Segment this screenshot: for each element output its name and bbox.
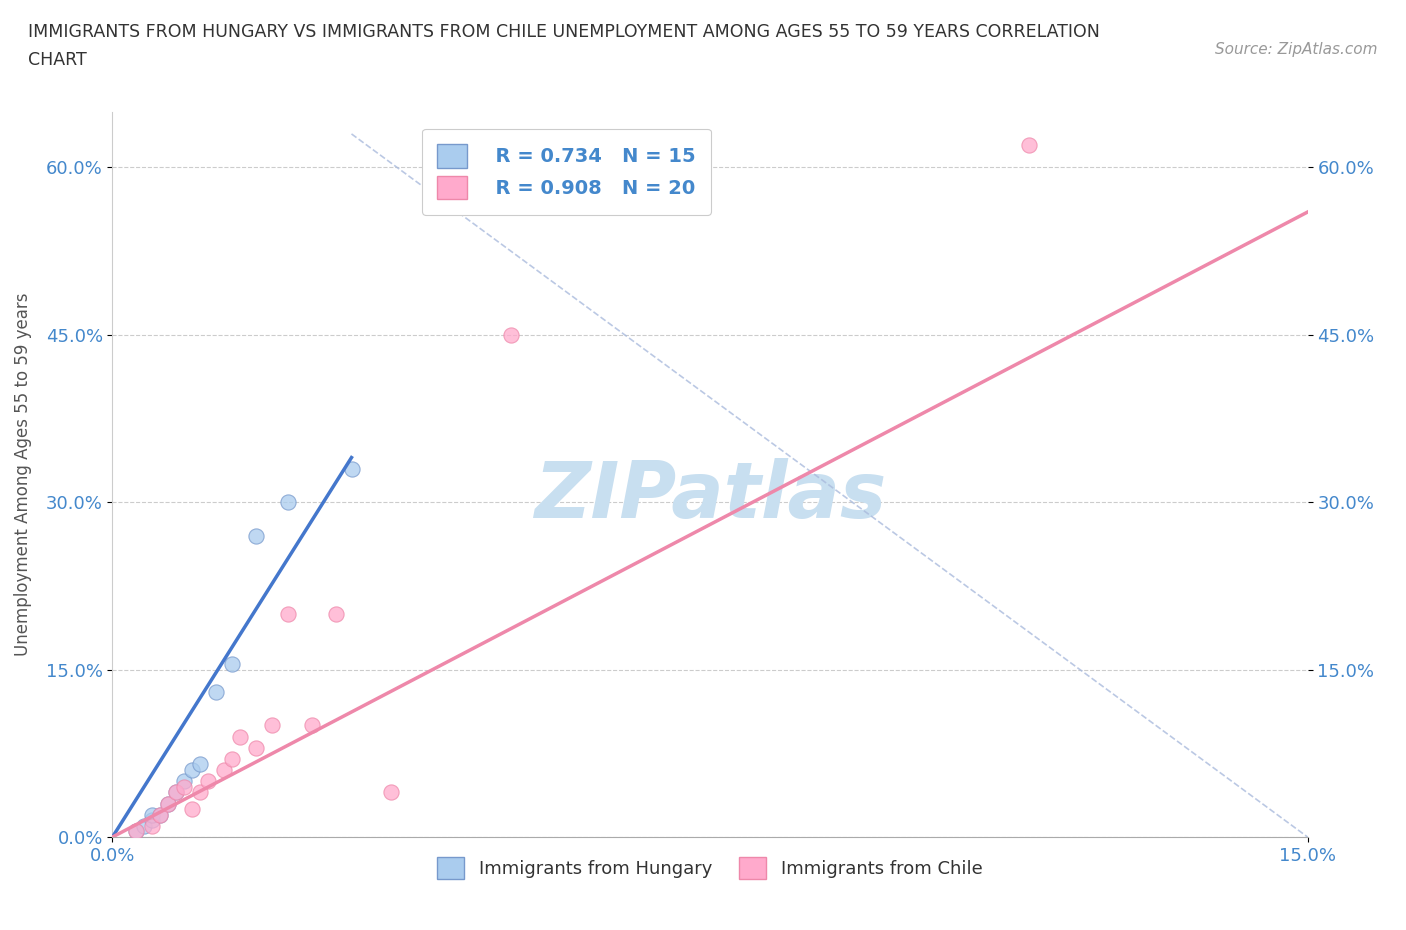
Point	[380, 785, 402, 800]
Point	[165, 785, 187, 800]
Point	[245, 528, 267, 543]
Point	[499, 327, 522, 342]
Point	[229, 729, 252, 744]
Point	[141, 818, 163, 833]
Text: ZIPatlas: ZIPatlas	[534, 458, 886, 534]
Point	[157, 796, 180, 811]
Point	[301, 718, 323, 733]
Point	[125, 824, 148, 839]
Point	[205, 684, 228, 699]
Text: Source: ZipAtlas.com: Source: ZipAtlas.com	[1215, 42, 1378, 57]
Point	[173, 779, 195, 794]
Point	[277, 606, 299, 621]
Point	[197, 774, 219, 789]
Point	[181, 763, 204, 777]
Legend: Immigrants from Hungary, Immigrants from Chile: Immigrants from Hungary, Immigrants from…	[430, 849, 990, 886]
Point	[125, 824, 148, 839]
Point	[141, 813, 163, 828]
Point	[325, 606, 347, 621]
Point	[149, 807, 172, 822]
Text: IMMIGRANTS FROM HUNGARY VS IMMIGRANTS FROM CHILE UNEMPLOYMENT AMONG AGES 55 TO 5: IMMIGRANTS FROM HUNGARY VS IMMIGRANTS FR…	[28, 23, 1099, 41]
Point	[188, 757, 211, 772]
Point	[134, 818, 156, 833]
Point	[260, 718, 283, 733]
Point	[1018, 138, 1040, 153]
Point	[165, 785, 187, 800]
Point	[277, 495, 299, 510]
Point	[340, 461, 363, 476]
Point	[212, 763, 235, 777]
Point	[221, 657, 243, 671]
Point	[181, 802, 204, 817]
Point	[221, 751, 243, 766]
Point	[157, 796, 180, 811]
Y-axis label: Unemployment Among Ages 55 to 59 years: Unemployment Among Ages 55 to 59 years	[14, 293, 32, 656]
Text: CHART: CHART	[28, 51, 87, 69]
Point	[188, 785, 211, 800]
Point	[245, 740, 267, 755]
Point	[149, 807, 172, 822]
Point	[141, 807, 163, 822]
Point	[173, 774, 195, 789]
